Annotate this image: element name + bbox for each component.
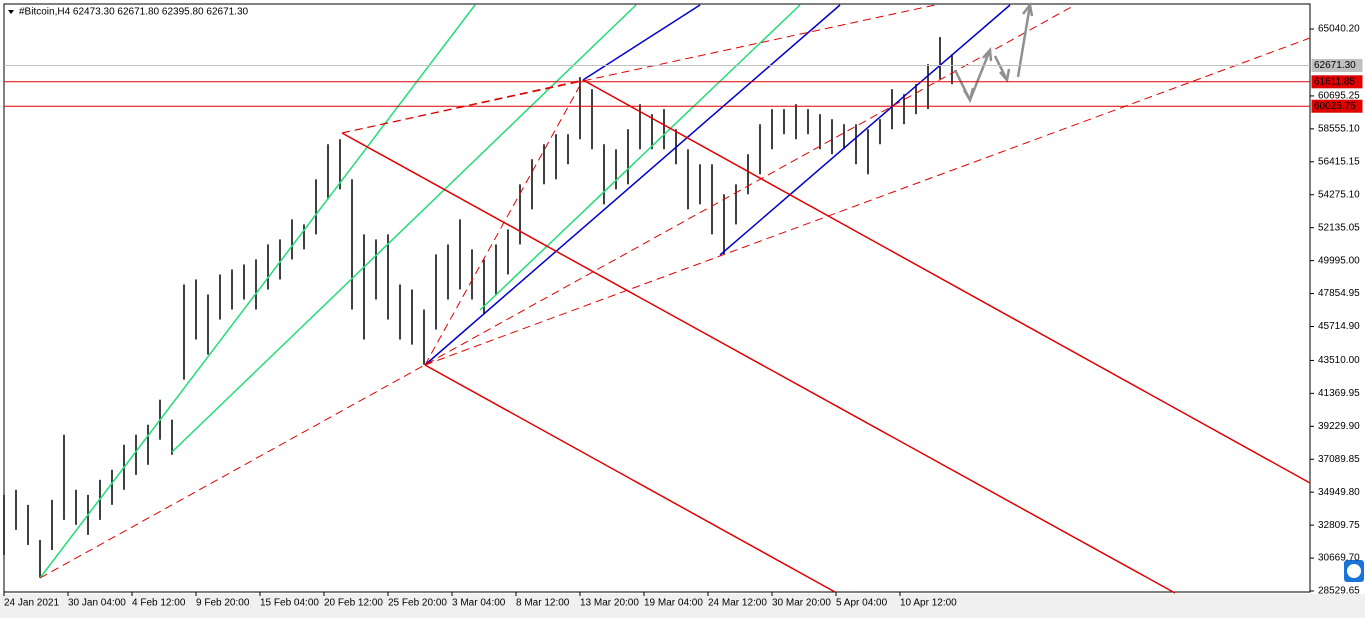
y-tick-label: 39229.90 <box>1318 421 1360 432</box>
forecast-arrow <box>1016 4 1032 78</box>
y-tick-label: 28529.65 <box>1318 586 1360 597</box>
x-tick-label: 8 Mar 12:00 <box>516 598 570 609</box>
y-tick-label: 37089.85 <box>1318 454 1360 465</box>
y-tick-label: 43510.00 <box>1318 355 1360 366</box>
arrow-head <box>982 46 993 62</box>
dashed-trendline <box>341 4 936 134</box>
arrow-head <box>999 68 1011 83</box>
pitchfork-line <box>424 364 836 593</box>
x-tick-label: 24 Mar 12:00 <box>708 598 767 609</box>
y-tick-label: 56415.15 <box>1318 156 1360 167</box>
price-label-box <box>1311 75 1363 89</box>
price-label: 60025.75 <box>1314 101 1356 112</box>
app-icon-ring <box>1347 564 1361 578</box>
x-tick-label: 10 Apr 12:00 <box>900 598 957 609</box>
x-tick-label: 19 Mar 04:00 <box>644 598 703 609</box>
x-tick-label: 30 Mar 20:00 <box>772 598 831 609</box>
y-tick-label: 34949.80 <box>1318 487 1360 498</box>
y-tick-label: 45714.90 <box>1318 321 1360 332</box>
status-strip <box>0 594 1365 618</box>
channel-line <box>582 4 701 81</box>
x-tick-label: 20 Feb 12:00 <box>324 598 383 609</box>
x-tick-label: 24 Jan 2021 <box>4 598 59 609</box>
channel-line <box>719 4 1011 256</box>
y-tick-label: 41369.95 <box>1318 388 1360 399</box>
price-label: 61611.85 <box>1314 76 1355 87</box>
y-tick-label: 52135.05 <box>1318 222 1360 233</box>
y-tick-label: 65040.20 <box>1318 24 1360 35</box>
dashed-trendline <box>424 37 1311 366</box>
y-tick-label: 58555.10 <box>1318 123 1360 134</box>
pitchfork-line <box>341 132 1176 594</box>
x-tick-label: 5 Apr 04:00 <box>836 598 888 609</box>
x-tick-label: 30 Jan 04:00 <box>68 598 126 609</box>
x-tick-label: 15 Feb 04:00 <box>260 598 319 609</box>
chart-title: #Bitcoin,H4 62473.30 62671.80 62395.80 6… <box>19 7 249 18</box>
pitchfork-line <box>479 4 801 311</box>
plot-frame <box>3 3 1311 593</box>
channel-line <box>424 4 841 366</box>
y-tick-label: 47854.95 <box>1318 288 1360 299</box>
price-label-box <box>1311 59 1363 73</box>
y-tick-label: 30669.70 <box>1318 553 1360 564</box>
x-tick-label: 4 Feb 12:00 <box>132 598 186 609</box>
dashed-trendline <box>424 79 584 366</box>
price-label: 62671.30 <box>1314 60 1356 71</box>
arrow-head <box>1022 2 1034 17</box>
pitchfork-line <box>39 4 476 579</box>
pitchfork-line <box>171 4 637 453</box>
y-tick-label: 60695.25 <box>1318 91 1360 102</box>
arrow-head <box>962 87 975 104</box>
drawings <box>39 2 1311 594</box>
pitchfork-line <box>582 79 1311 484</box>
x-tick-label: 25 Feb 20:00 <box>388 598 447 609</box>
x-tick-label: 3 Mar 04:00 <box>452 598 506 609</box>
y-tick-label: 54275.10 <box>1318 189 1360 200</box>
menu-icon[interactable] <box>8 10 14 14</box>
y-tick-label: 32809.75 <box>1318 520 1360 531</box>
dashed-trendline <box>39 4 1076 579</box>
y-tick-label: 49995.00 <box>1318 255 1360 266</box>
x-tick-label: 13 Mar 20:00 <box>580 598 639 609</box>
x-tick-label: 9 Feb 20:00 <box>196 598 250 609</box>
price-label-box <box>1311 99 1363 113</box>
bars-layer <box>3 37 953 578</box>
